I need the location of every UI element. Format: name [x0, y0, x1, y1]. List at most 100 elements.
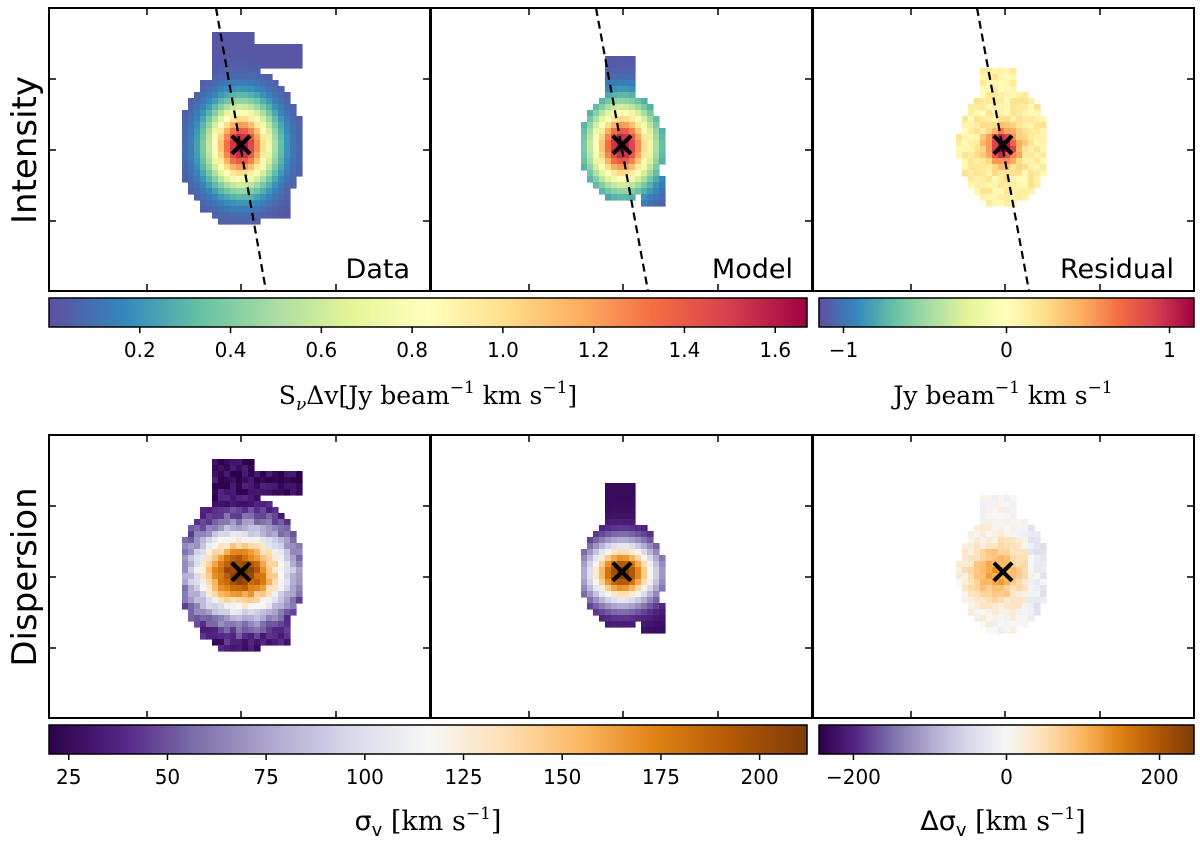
map-pixel [212, 140, 219, 147]
map-pixel [248, 459, 255, 466]
map-pixel [200, 116, 207, 123]
map-pixel [278, 615, 285, 622]
map-pixel [629, 176, 636, 183]
map-pixel [218, 555, 225, 562]
map-pixel [974, 140, 981, 147]
map-pixel [296, 549, 303, 556]
map-pixel [254, 621, 261, 628]
map-pixel [635, 128, 642, 135]
map-pixel [992, 74, 999, 81]
map-pixel [980, 561, 987, 568]
map-pixel [254, 519, 261, 526]
center-marker: × [988, 124, 1018, 165]
map-pixel [218, 206, 225, 213]
map-pixel [212, 104, 219, 111]
map-pixel [206, 146, 213, 153]
map-pixel [974, 158, 981, 165]
colorbar-tick-label: 150 [543, 765, 581, 789]
map-pixel [587, 597, 594, 604]
map-pixel [605, 549, 612, 556]
map-pixel [218, 218, 225, 225]
map-pixel [224, 495, 231, 502]
map-pixel [623, 603, 630, 610]
map-pixel [248, 621, 255, 628]
colorbar-tick-label: 0.2 [124, 338, 156, 362]
map-pixel [641, 116, 648, 123]
map-pixel [248, 80, 255, 87]
map-pixel [260, 164, 267, 171]
map-pixel [623, 128, 630, 135]
map-pixel [278, 573, 285, 580]
map-pixel [629, 86, 636, 93]
map-pixel [992, 200, 999, 207]
map-pixel [236, 591, 243, 598]
map-pixel [587, 537, 594, 544]
colorbar-tick-label: 1.4 [669, 338, 701, 362]
map-pixel [254, 128, 261, 135]
map-pixel [290, 531, 297, 538]
map-pixel [236, 573, 243, 580]
map-pixel [242, 627, 249, 634]
map-pixel [278, 56, 285, 63]
map-pixel [224, 609, 231, 616]
map-pixel [236, 218, 243, 225]
map-pixel [647, 146, 654, 153]
map-pixel [593, 579, 600, 586]
map-pixel [617, 122, 624, 129]
map-pixel [986, 176, 993, 183]
map-pixel [986, 537, 993, 544]
map-pixel [998, 182, 1005, 189]
map-pixel [212, 507, 219, 514]
map-pixel [236, 459, 243, 466]
map-pixel [230, 507, 237, 514]
map-pixel [1028, 116, 1035, 123]
map-pixel [242, 158, 249, 165]
map-pixel [1034, 146, 1041, 153]
map-pixel [980, 134, 987, 141]
map-pixel [260, 603, 267, 610]
map-pixel [968, 122, 975, 129]
map-pixel [587, 110, 594, 117]
map-pixel [272, 152, 279, 159]
map-pixel [1016, 591, 1023, 598]
map-pixel [986, 585, 993, 592]
map-pixel [617, 573, 624, 580]
map-pixel [230, 525, 237, 532]
map-pixel [206, 86, 213, 93]
map-pixel [617, 86, 624, 93]
map-pixel [236, 627, 243, 634]
map-pixel [611, 507, 618, 514]
map-pixel [248, 483, 255, 490]
map-pixel [617, 597, 624, 604]
map-pixel [296, 555, 303, 562]
map-pixel [629, 573, 636, 580]
map-pixel [224, 56, 231, 63]
map-pixel [266, 140, 273, 147]
map-pixel [1010, 531, 1017, 538]
map-pixel [206, 140, 213, 147]
map-pixel [1028, 176, 1035, 183]
map-pixel [260, 182, 267, 189]
map-pixel [206, 573, 213, 580]
map-pixel [629, 92, 636, 99]
map-pixel [641, 561, 648, 568]
map-pixel [218, 507, 225, 514]
map-pixel [224, 146, 231, 153]
map-pixel [182, 573, 189, 580]
map-pixel [641, 128, 648, 135]
map-pixel [980, 86, 987, 93]
map-pixel [1010, 603, 1017, 610]
map-pixel [284, 639, 291, 646]
map-pixel [200, 164, 207, 171]
map-pixel [587, 555, 594, 562]
map-pixel [230, 68, 237, 75]
center-marker: × [226, 124, 256, 165]
map-pixel [593, 170, 600, 177]
map-pixel [611, 603, 618, 610]
map-pixel [296, 573, 303, 580]
map-pixel [224, 134, 231, 141]
map-pixel [623, 495, 630, 502]
map-pixel [218, 615, 225, 622]
map-pixel [200, 627, 207, 634]
map-pixel [254, 176, 261, 183]
